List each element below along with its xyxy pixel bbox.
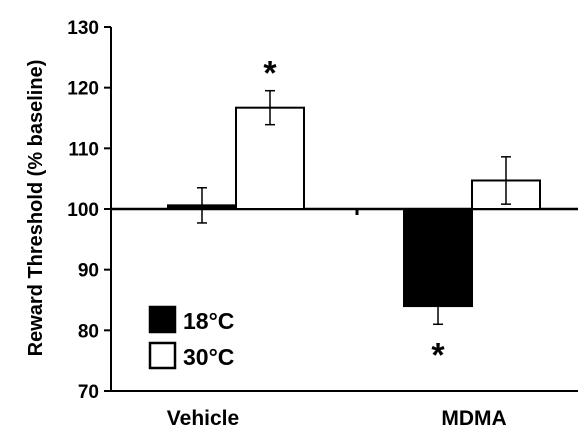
y-axis-label: Reward Threshold (% baseline): [25, 60, 47, 357]
legend-swatch: [148, 341, 177, 370]
legend-label: 18°C: [183, 308, 234, 334]
legend-label: 30°C: [183, 344, 234, 370]
y-tick-label: 110: [68, 139, 99, 160]
legend-swatch: [148, 305, 177, 334]
significance-star: *: [431, 336, 445, 374]
y-tick-label: 130: [67, 18, 99, 39]
y-tick-label: 120: [67, 79, 99, 100]
y-tick-label: 100: [67, 200, 99, 221]
category-label: MDMA: [441, 407, 506, 430]
category-label: Vehicle: [167, 407, 239, 430]
y-tick-label: 80: [78, 321, 99, 342]
y-tick-label: 90: [78, 261, 99, 282]
y-tick-label: 70: [78, 382, 99, 403]
significance-star: *: [263, 55, 277, 93]
